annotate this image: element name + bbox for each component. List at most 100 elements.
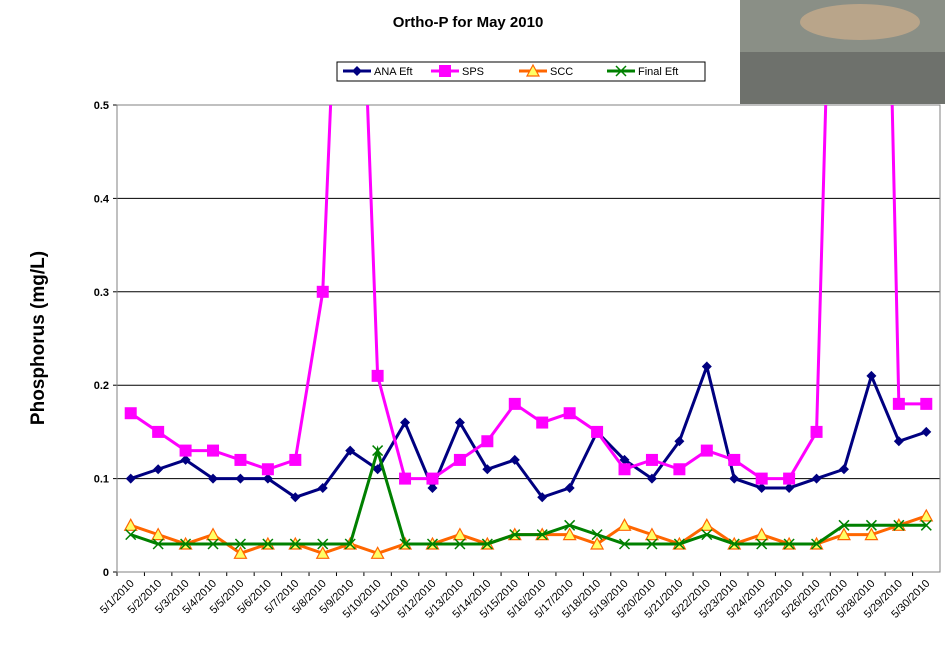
marker [180, 538, 192, 550]
marker [838, 519, 850, 531]
marker [701, 529, 713, 541]
marker [399, 538, 411, 550]
marker [892, 397, 905, 410]
y-tick-label: 0.5 [94, 100, 109, 112]
chart-title: Ortho-P for May 2010 [393, 14, 544, 31]
marker [235, 473, 246, 484]
marker [754, 527, 769, 541]
marker [563, 407, 576, 420]
marker [481, 435, 494, 448]
marker [562, 527, 577, 541]
marker [699, 518, 714, 531]
marker [728, 538, 740, 550]
marker [673, 463, 686, 476]
marker [645, 453, 658, 466]
marker [207, 538, 219, 550]
marker [525, 63, 541, 77]
marker [234, 538, 246, 550]
marker [426, 472, 439, 485]
marker [811, 473, 822, 484]
marker [152, 538, 164, 550]
marker [920, 397, 933, 410]
marker [920, 519, 932, 531]
marker [233, 546, 248, 559]
marker [372, 464, 383, 475]
marker [615, 65, 627, 77]
marker [124, 407, 137, 420]
marker [371, 369, 384, 382]
marker [179, 444, 192, 457]
marker [123, 518, 138, 531]
marker [673, 538, 685, 550]
marker [783, 472, 796, 485]
photo-ground [800, 4, 920, 40]
marker [370, 546, 385, 559]
marker [618, 463, 631, 476]
marker [317, 538, 329, 550]
marker [315, 546, 330, 559]
marker [152, 425, 165, 438]
series-line [130, 361, 927, 500]
y-tick-label: 0.1 [94, 474, 109, 486]
marker [728, 453, 741, 466]
marker [619, 454, 630, 465]
marker [536, 529, 548, 541]
legend-label: Final Eft [638, 66, 678, 78]
marker [289, 453, 302, 466]
marker [206, 527, 221, 541]
marker [509, 529, 521, 541]
marker [482, 464, 493, 475]
marker [454, 417, 465, 428]
marker [644, 527, 659, 541]
marker [919, 508, 934, 522]
marker [756, 538, 768, 550]
marker [125, 473, 136, 484]
marker [893, 519, 905, 531]
marker [617, 518, 632, 531]
plot-frame [116, 104, 941, 573]
y-axis-title: Phosphorus (mg/L) [28, 251, 49, 425]
series-line [130, 445, 927, 546]
marker [674, 436, 685, 447]
marker [454, 538, 466, 550]
marker [289, 538, 301, 550]
marker [316, 285, 329, 298]
marker [783, 538, 795, 550]
marker [180, 454, 191, 465]
marker [646, 473, 657, 484]
marker [508, 397, 521, 410]
marker [810, 425, 823, 438]
marker [345, 445, 356, 456]
marker [509, 454, 520, 465]
marker [153, 464, 164, 475]
marker [439, 65, 451, 77]
y-tick-label: 0.4 [94, 193, 110, 205]
marker [372, 445, 384, 457]
marker [865, 519, 877, 531]
marker [756, 482, 767, 493]
marker [207, 444, 220, 457]
marker [866, 370, 877, 381]
marker [784, 482, 795, 493]
marker [700, 444, 713, 457]
marker [481, 538, 493, 550]
marker [427, 482, 438, 493]
marker [921, 426, 932, 437]
photo-road [740, 52, 945, 104]
marker [452, 527, 467, 541]
marker [262, 473, 273, 484]
marker [125, 529, 137, 541]
marker [262, 538, 274, 550]
marker [537, 492, 548, 503]
marker [234, 453, 247, 466]
marker [701, 361, 712, 372]
marker [208, 473, 219, 484]
marker [646, 538, 658, 550]
legend-label: SPS [462, 66, 484, 78]
marker [261, 463, 274, 476]
legend-label: SCC [550, 66, 573, 78]
y-tick-label: 0.3 [94, 287, 109, 299]
marker [290, 492, 301, 503]
marker [893, 436, 904, 447]
